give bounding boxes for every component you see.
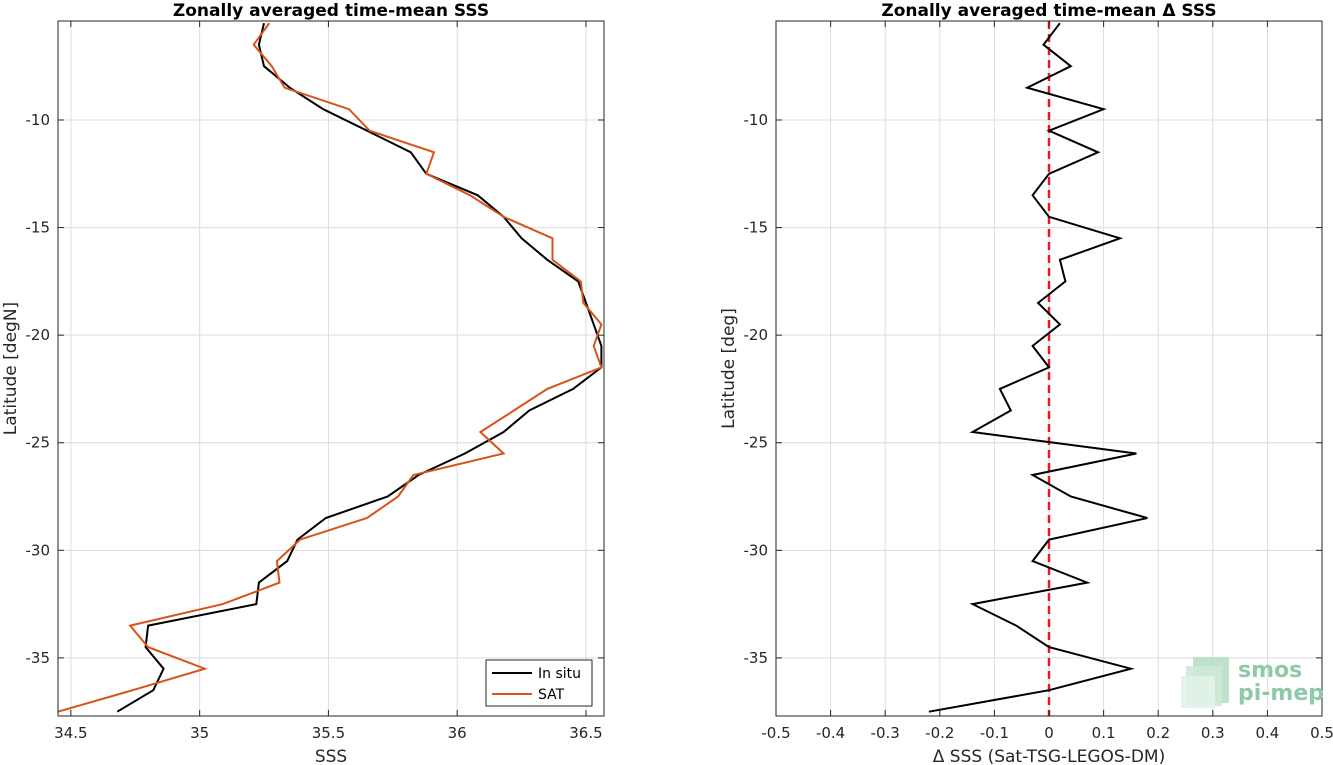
y-axis-label-right: Latitude [deg] [719,308,739,429]
y-tick-label: -15 [744,219,769,237]
y-tick-label: -20 [26,326,51,344]
x-tick-label: 34.5 [54,724,87,742]
x-tick-label: 35.5 [312,724,345,742]
y-tick-label: -30 [744,541,769,559]
series-line-delta-sss [928,22,1148,713]
legend-box [485,659,593,707]
axes-frame-left [57,20,605,717]
legend-label-sat: SAT [538,687,565,703]
tick-labels-left: 34.5 35 35.5 36 36.5 -10 -15 -20 -25 -30 -35 [26,21,604,742]
y-tick-label: -25 [26,434,51,452]
x-tick-label: -0.2 [925,724,954,742]
left-panel: 34.5 35 35.5 36 36.5 -10 -15 -20 -25 -30 -35 Zonal… [1,1,605,765]
plot-area-left [58,21,604,716]
x-tick-label: -0.5 [761,724,790,742]
y-tick-label: -35 [26,649,51,667]
right-panel: -0.5 -0.4 -0.3 -0.2 -0.1 0 0.1 0.2 0.3 0.4 0.5 -10 -… [719,1,1333,765]
chart-title-right: Zonally averaged time-mean Δ SSS [881,1,1216,21]
smos-pi-mep-logo: smos pi-mep [1181,657,1324,708]
x-tick-label: 36 [448,724,467,742]
series-right [928,22,1148,713]
y-tick-label: -20 [744,326,769,344]
y-axis-label-left: Latitude [degN] [1,302,21,435]
x-tick-label: -0.4 [816,724,845,742]
x-tick-label: -0.1 [980,724,1009,742]
y-tick-label: -10 [26,111,51,129]
y-tick-label: -30 [26,541,51,559]
legend-label-in-situ: In situ [538,666,581,682]
y-tick-label: -35 [744,649,769,667]
grid-left [58,21,604,716]
tick-labels-right: -0.5 -0.4 -0.3 -0.2 -0.1 0 0.1 0.2 0.3 0.4 0.5 -10 -… [744,21,1333,742]
x-axis-label-right: Δ SSS (Sat-TSG-LEGOS-DM) [933,747,1165,765]
y-tick-label: -25 [744,434,769,452]
legend: In situ SAT [485,659,593,707]
logo-text-smos: smos [1238,658,1302,683]
x-tick-label: 0.5 [1310,724,1333,742]
x-tick-label: -0.3 [871,724,900,742]
logo-waves-icon [1181,657,1229,708]
series-line-sat [58,22,603,713]
x-tick-label: 36.5 [569,724,602,742]
chart-title-left: Zonally averaged time-mean SSS [173,1,489,21]
series-left [58,22,603,713]
x-tick-label: 35 [190,724,209,742]
x-tick-label: 0.3 [1201,724,1225,742]
y-tick-label: -15 [26,219,51,237]
y-tick-label: -10 [744,111,769,129]
x-tick-label: 0.1 [1092,724,1116,742]
x-tick-label: 0.4 [1255,724,1279,742]
x-axis-label-left: SSS [315,747,347,765]
logo-text-pi-mep: pi-mep [1238,681,1324,706]
x-tick-label: 0.2 [1146,724,1170,742]
x-tick-label: 0 [1044,724,1054,742]
